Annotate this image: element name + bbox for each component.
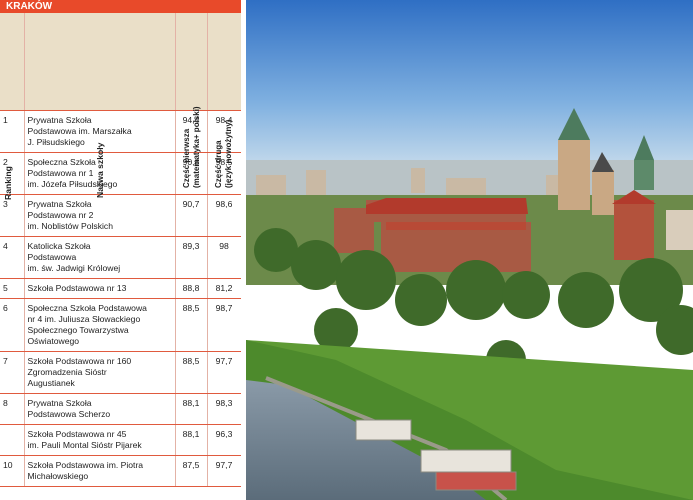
score-part-one: 88,5: [175, 351, 208, 394]
table-row: 3 Prywatna Szkoła Podstawowa nr 2 im. Nob…: [0, 194, 241, 237]
score-part-two: 81,2: [207, 278, 241, 299]
wawel-photo: [246, 0, 693, 500]
rank: 7: [0, 351, 25, 394]
column-header-cell: Nazwa szkoły: [24, 13, 176, 198]
column-header: Część druga (język nowożytny): [213, 119, 233, 188]
school-name: Społeczna Szkoła Podstawowa nr 1 im. Józ…: [24, 152, 176, 195]
rank: 4: [0, 236, 25, 279]
column-header: Ranking: [3, 166, 13, 200]
school-name: Prywatna Szkoła Podstawowa Scherzo: [24, 393, 176, 425]
table-row: 4 Katolicka Szkoła Podstawowa im. św. Jad…: [0, 236, 241, 279]
score-part-one: 89,3: [175, 236, 208, 279]
score-part-one: 90,8: [175, 152, 208, 195]
column-header-cell: Ranking: [0, 13, 25, 200]
school-name: Szkoła Podstawowa nr 13: [24, 278, 176, 299]
rank: 5: [0, 278, 25, 299]
school-name: Katolicka Szkoła Podstawowa im. św. Jadw…: [24, 236, 176, 279]
score-part-two: 98: [207, 236, 241, 279]
table-row: 7 Szkoła Podstawowa nr 160 Zgromadzenia S…: [0, 351, 241, 394]
rank: 6: [0, 298, 25, 352]
score-part-two: 97,7: [207, 351, 241, 394]
table-row: Szkoła Podstawowa nr 45 im. Pauli Montal…: [0, 424, 241, 456]
score-part-two: 98,4: [207, 110, 241, 153]
score-part-one: 88,1: [175, 393, 208, 425]
score-part-one: 88,1: [175, 424, 208, 456]
table-row: 5 Szkoła Podstawowa nr 13 88,8 81,2: [0, 278, 241, 299]
table-body: 1 Prywatna Szkoła Podstawowa im. Marszałk…: [0, 110, 241, 487]
score-part-one: 88,8: [175, 278, 208, 299]
rank: 2: [0, 152, 25, 195]
ranking-table: Ranking Nazwa szkoły Część pierwsza (matem…: [0, 13, 241, 487]
score-part-two: 98,6: [207, 194, 241, 237]
score-part-two: 97,7: [207, 455, 241, 487]
column-header: Nazwa szkoły: [94, 142, 105, 198]
score-part-one: 88,5: [175, 298, 208, 352]
school-name: Szkoła Podstawowa nr 45 im. Pauli Montal…: [24, 424, 176, 456]
column-header-cell: Część druga (język nowożytny): [207, 13, 241, 188]
score-part-two: 98,7: [207, 298, 241, 352]
school-name: Prywatna Szkoła Podstawowa nr 2 im. Nobl…: [24, 194, 176, 237]
table-row: 8 Prywatna Szkoła Podstawowa Scherzo 88,1 9…: [0, 393, 241, 425]
rank: [0, 424, 25, 456]
school-name: Społeczna Szkoła Podstawowa nr 4 im. Jul…: [24, 298, 176, 352]
header-row: Ranking Nazwa szkoły Część pierwsza (matem…: [0, 13, 241, 200]
column-header: Część pierwsza (matematyka+ polski): [181, 106, 201, 188]
score-part-one: 90,7: [175, 194, 208, 237]
score-part-one: 94,4: [175, 110, 208, 153]
table-row: 10 Szkoła Podstawowa im. Piotra Michałows…: [0, 455, 241, 487]
score-part-two: 96,3: [207, 424, 241, 456]
ranking-panel: KRAKÓW Ranking Nazwa szkoły Część pierwsza…: [0, 0, 241, 500]
rank: 3: [0, 194, 25, 237]
table-row: 2 Społeczna Szkoła Podstawowa nr 1 im. Jó…: [0, 152, 241, 195]
school-name: Szkoła Podstawowa im. Piotra Michałowski…: [24, 455, 176, 487]
school-name: Szkoła Podstawowa nr 160 Zgromadzenia Si…: [24, 351, 176, 394]
score-part-two: 98,5: [207, 152, 241, 195]
table-row: 6 Społeczna Szkoła Podstawowa nr 4 im. Ju…: [0, 298, 241, 352]
city-header: KRAKÓW: [0, 0, 241, 13]
score-part-one: 87,5: [175, 455, 208, 487]
rank: 10: [0, 455, 25, 487]
school-name: Prywatna Szkoła Podstawowa im. Marszałka…: [24, 110, 176, 153]
table-row: 1 Prywatna Szkoła Podstawowa im. Marszałk…: [0, 110, 241, 153]
score-part-two: 98,3: [207, 393, 241, 425]
rank: 8: [0, 393, 25, 425]
rank: 1: [0, 110, 25, 153]
column-header-cell: Część pierwsza (matematyka+ polski): [175, 13, 208, 188]
